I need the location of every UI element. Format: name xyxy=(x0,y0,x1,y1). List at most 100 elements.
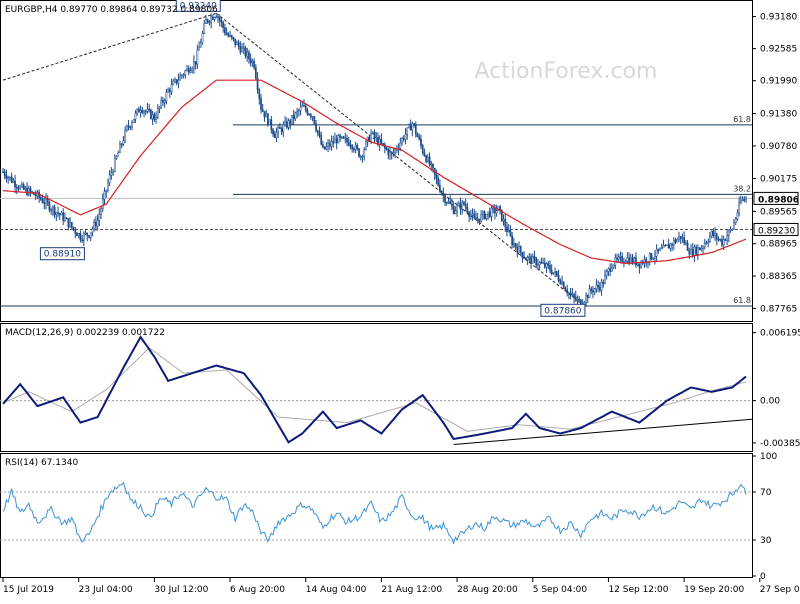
candle-body xyxy=(574,296,577,301)
candle-body xyxy=(227,34,230,37)
candle-body xyxy=(738,202,741,214)
candle-body xyxy=(100,208,102,215)
candle-body xyxy=(82,233,85,241)
candle-body xyxy=(10,176,13,183)
candle-body xyxy=(621,256,624,263)
candle-body xyxy=(595,285,598,289)
candle-body xyxy=(64,217,66,221)
candle-body xyxy=(215,16,218,18)
candle-body xyxy=(571,293,574,296)
candle-body xyxy=(657,248,660,251)
candle-body xyxy=(559,280,562,284)
candle-body xyxy=(598,286,601,291)
candle-body xyxy=(144,110,147,113)
candle-body xyxy=(502,219,505,222)
candle-body xyxy=(568,292,570,295)
candle-body xyxy=(246,52,249,57)
candle-body xyxy=(353,148,355,151)
candle-body xyxy=(660,247,663,250)
candle-body xyxy=(275,131,278,138)
candle-body xyxy=(435,174,438,179)
candle-body xyxy=(358,148,360,157)
candle-body xyxy=(160,100,163,108)
candle-body xyxy=(724,239,727,241)
candle-body xyxy=(605,271,608,276)
candle-body xyxy=(296,111,298,114)
watermark-text: ActionForex.com xyxy=(475,59,658,84)
candle-body xyxy=(165,91,168,102)
candle-body xyxy=(12,180,15,183)
candle-body xyxy=(277,127,280,133)
candle-body xyxy=(504,219,507,228)
candle-body xyxy=(511,235,513,246)
candle-body xyxy=(691,249,694,257)
candle-body xyxy=(237,42,240,47)
candle-body xyxy=(392,152,395,155)
candle-body xyxy=(672,239,675,246)
candle-body xyxy=(81,239,83,242)
candle-body xyxy=(686,242,689,251)
candle-body xyxy=(652,258,655,260)
candle-body xyxy=(289,120,292,124)
x-axis-tick-label: 27 Sep 04:00 xyxy=(760,585,800,595)
candle-body xyxy=(394,149,397,154)
candle-body xyxy=(457,203,460,206)
candle-body xyxy=(136,108,139,114)
candle-body xyxy=(500,209,503,222)
candle-body xyxy=(452,205,455,214)
candle-body xyxy=(194,61,197,65)
candle-body xyxy=(2,171,4,174)
candle-body xyxy=(124,129,126,141)
price-y-tick-label: 0.91990 xyxy=(760,77,797,87)
candle-body xyxy=(132,119,135,123)
rsi-y-tick-label: 0 xyxy=(760,572,766,582)
price-annotation: 0.88910 xyxy=(39,247,85,261)
candle-body xyxy=(112,171,114,174)
candle-body xyxy=(117,152,120,157)
price-panel-frame xyxy=(0,0,753,322)
candle-body xyxy=(53,206,56,215)
candle-body xyxy=(473,213,476,218)
candle-body xyxy=(487,211,489,215)
candle-body xyxy=(688,250,691,255)
candle-body xyxy=(239,45,242,53)
candle-body xyxy=(519,246,522,253)
candle-body xyxy=(607,268,610,272)
candle-body xyxy=(27,188,30,196)
candle-body xyxy=(77,233,80,237)
candle-body xyxy=(193,61,195,69)
candle-body xyxy=(45,198,47,205)
candle-body xyxy=(555,271,558,276)
candle-body xyxy=(96,220,99,227)
candle-body xyxy=(105,189,108,192)
candle-body xyxy=(211,16,214,20)
candle-body xyxy=(318,132,321,136)
candle-body xyxy=(428,156,431,166)
candle-body xyxy=(189,70,192,73)
candle-body xyxy=(516,246,519,253)
candle-body xyxy=(385,147,388,150)
candle-body xyxy=(616,257,618,260)
candle-body xyxy=(719,238,722,241)
candle-body xyxy=(545,263,548,268)
price-annotation-label: 0.88910 xyxy=(44,250,81,260)
rsi-panel-frame xyxy=(0,453,753,578)
price-y-tick-label: 0.92585 xyxy=(760,45,797,55)
candle-body xyxy=(248,52,250,59)
candle-body xyxy=(602,282,605,284)
candle-body xyxy=(84,232,87,235)
candle-body xyxy=(258,89,261,99)
candle-body xyxy=(635,257,637,266)
candle-body xyxy=(186,68,188,72)
candle-body xyxy=(655,248,658,257)
candle-body xyxy=(340,136,343,139)
candle-body xyxy=(301,105,304,108)
candle-body xyxy=(676,239,679,243)
candle-body xyxy=(253,60,255,68)
candle-body xyxy=(263,111,266,118)
candle-body xyxy=(21,184,23,187)
candle-body xyxy=(5,175,8,179)
current-price-tag-label: 0.89806 xyxy=(758,195,799,205)
candle-body xyxy=(693,246,696,257)
